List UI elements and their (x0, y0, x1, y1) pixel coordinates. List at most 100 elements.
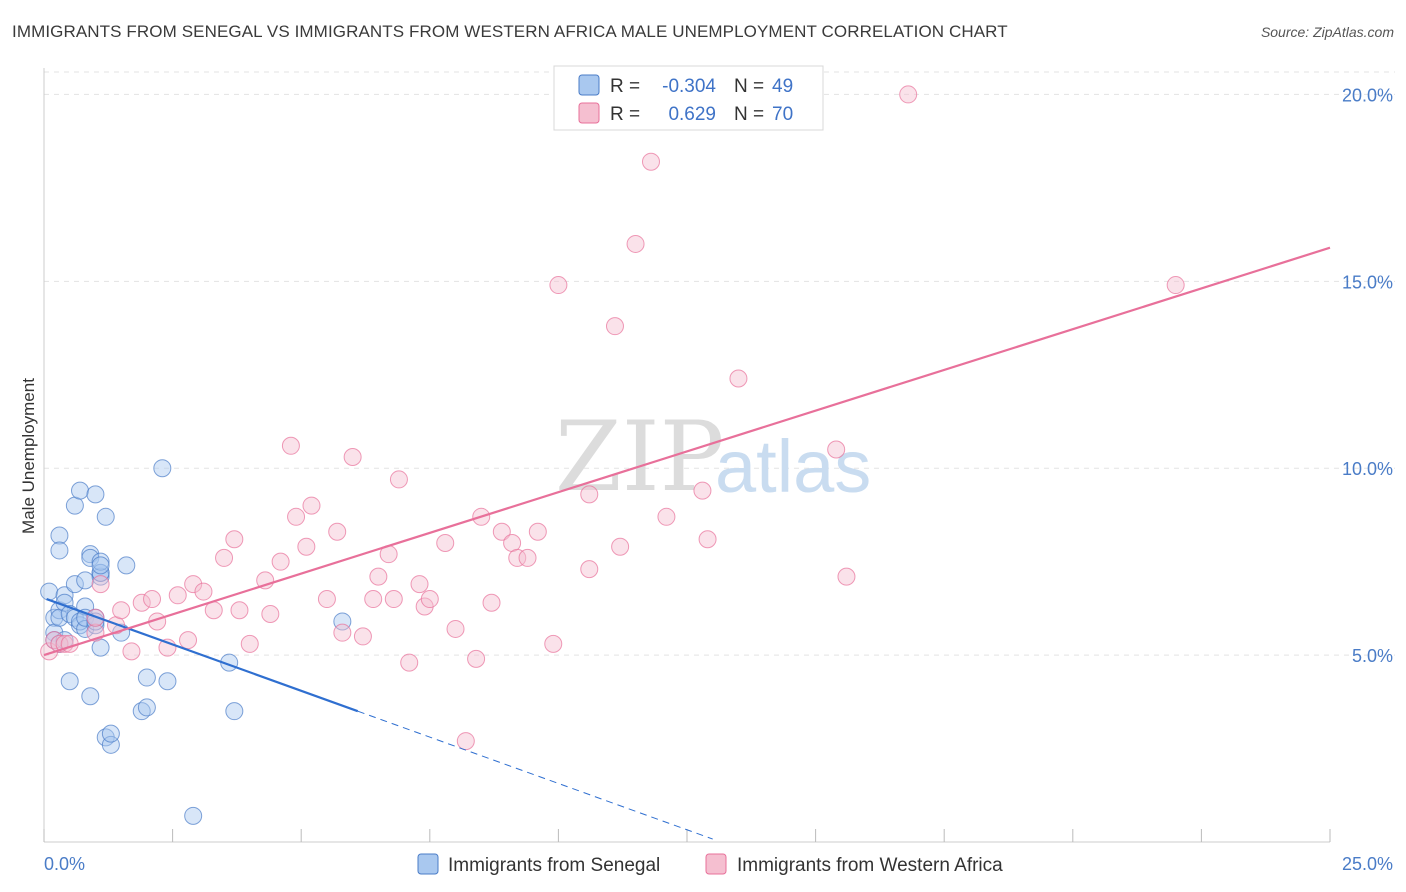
watermark: ZIP atlas (555, 401, 871, 513)
point-s1-15 (168, 586, 187, 605)
watermark-zip: ZIP (555, 401, 724, 513)
point-s0-8 (50, 541, 69, 560)
point-s0-13 (60, 672, 79, 691)
chart-title: IMMIGRANTS FROM SENEGAL VS IMMIGRANTS FR… (12, 22, 1008, 41)
point-s1-7 (91, 575, 110, 594)
point-s0-36 (91, 556, 110, 575)
point-s0-0 (40, 582, 59, 601)
trend-lines (43, 246, 1331, 840)
legend-n-label-0: N = (734, 76, 764, 97)
point-s1-51 (492, 522, 511, 541)
point-s1-23 (240, 634, 259, 653)
point-s0-14 (65, 496, 84, 515)
point-s1-22 (230, 601, 249, 620)
point-s1-40 (389, 470, 408, 489)
point-s1-10 (122, 642, 141, 661)
point-s1-44 (420, 590, 439, 609)
point-s1-32 (328, 522, 347, 541)
point-s1-20 (215, 548, 234, 567)
legend-swatch-blue (578, 74, 600, 96)
point-s1-34 (343, 448, 362, 466)
point-s0-23 (76, 571, 95, 590)
legend-r-label-0: R = (610, 76, 640, 97)
point-s1-58 (580, 485, 599, 504)
point-s1-46 (446, 619, 465, 638)
point-s1-36 (364, 590, 383, 609)
point-s0-40 (101, 724, 120, 743)
point-s1-25 (261, 604, 280, 623)
point-s1-63 (641, 152, 660, 171)
point-s1-16 (179, 631, 198, 650)
point-s1-12 (143, 590, 162, 609)
watermark-atlas: atlas (715, 425, 871, 508)
legend-r-value-1: 0.629 (668, 104, 716, 125)
point-s0-15 (65, 575, 84, 594)
legend-r-label-1: R = (610, 104, 640, 125)
bottom-legend-senegal: Immigrants from Senegal (448, 855, 660, 876)
point-s1-54 (518, 548, 537, 567)
point-s1-68 (827, 440, 846, 459)
point-s0-27 (86, 485, 105, 504)
legend-n-label-1: N = (734, 104, 764, 125)
y-axis-label: Male Unemployment (19, 378, 38, 534)
x-tick-label-0: 0.0% (44, 854, 85, 874)
point-s0-26 (81, 687, 100, 706)
point-s1-66 (698, 530, 717, 549)
point-s1-60 (605, 317, 624, 336)
point-s0-9 (55, 586, 74, 605)
point-s1-52 (503, 533, 522, 552)
x-tick-label-1: 25.0% (1342, 854, 1393, 874)
point-s0-17 (71, 481, 90, 500)
point-s0-7 (50, 526, 69, 545)
point-s0-24 (81, 545, 100, 564)
trend-line-senegal-extension (357, 710, 713, 840)
bottom-legend-western-africa: Immigrants from Western Africa (737, 855, 1003, 876)
trend-line-western-africa (43, 246, 1331, 657)
y-tick-labels: 5.0% 10.0% 15.0% 20.0% (1342, 85, 1393, 666)
y-tick-label-2: 15.0% (1342, 272, 1393, 292)
point-s1-11 (132, 593, 151, 612)
grid-lines (44, 71, 1395, 656)
point-s1-64 (657, 507, 676, 526)
legend-n-value-0: 49 (772, 76, 793, 97)
point-s0-44 (137, 698, 156, 717)
point-s1-55 (528, 522, 547, 541)
point-s0-35 (91, 552, 110, 571)
point-s1-28 (287, 507, 306, 526)
bottom-legend: Immigrants from Senegal Immigrants from … (417, 853, 1003, 876)
chart-source: Source: ZipAtlas.com (1260, 24, 1394, 40)
point-s0-32 (91, 638, 110, 657)
point-s1-21 (225, 530, 244, 549)
point-s0-37 (96, 507, 115, 526)
point-s1-47 (456, 732, 475, 751)
point-s0-48 (184, 806, 203, 825)
y-tick-label-1: 10.0% (1342, 459, 1393, 479)
point-s1-42 (410, 575, 429, 594)
point-s1-37 (369, 567, 388, 586)
point-s1-69 (837, 567, 856, 586)
bottom-legend-swatch-western-africa (705, 853, 727, 875)
point-s0-25 (81, 548, 100, 567)
point-s0-46 (153, 459, 172, 478)
point-s1-17 (184, 575, 203, 594)
point-s1-71 (1166, 276, 1185, 295)
point-s1-30 (302, 496, 321, 515)
point-s0-42 (117, 556, 136, 575)
point-s1-18 (194, 582, 213, 601)
trend-line-senegal (46, 598, 359, 713)
point-s1-45 (436, 533, 455, 552)
point-s1-53 (508, 548, 527, 567)
point-s1-33 (333, 623, 352, 642)
point-s0-47 (158, 672, 177, 691)
point-s1-31 (317, 590, 336, 609)
point-s1-57 (549, 276, 568, 295)
legend: R = -0.304 N = 49 R = 0.629 N = 70 (553, 65, 824, 131)
point-s1-29 (297, 537, 316, 556)
point-s0-45 (137, 668, 156, 687)
point-s1-65 (693, 481, 712, 500)
point-s1-48 (467, 649, 486, 668)
point-s1-56 (544, 634, 563, 653)
y-tick-label-0: 5.0% (1352, 646, 1393, 666)
point-s1-67 (729, 369, 748, 388)
point-s1-35 (353, 627, 372, 646)
